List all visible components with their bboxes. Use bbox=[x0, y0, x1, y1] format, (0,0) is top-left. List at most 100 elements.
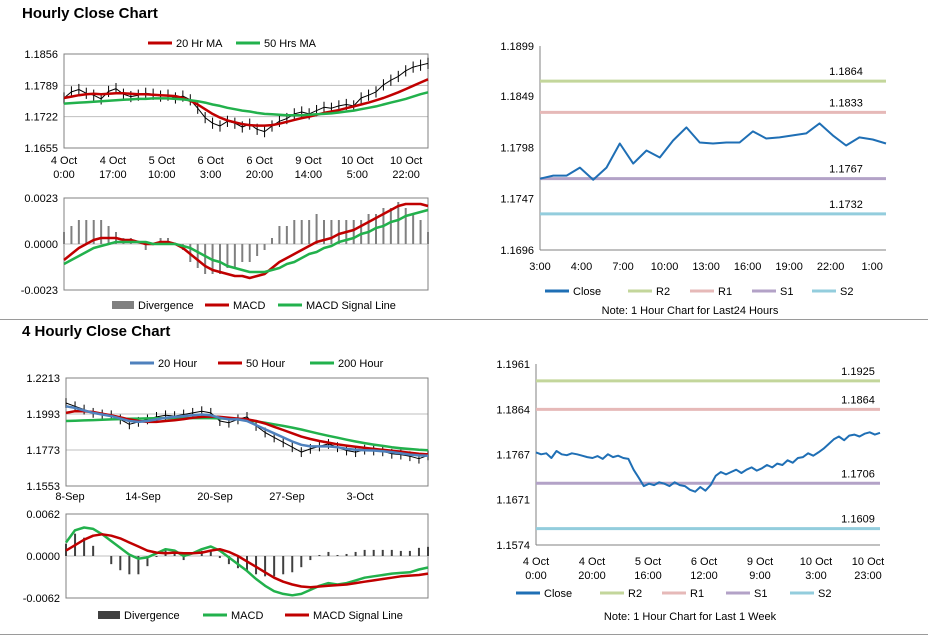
four-hourly-price-x-tick-label: 3-Oct bbox=[347, 491, 374, 503]
four-hourly-price-x-tick-label: 27-Sep bbox=[269, 491, 304, 503]
hourly-price-y-tick-label: 1.1722 bbox=[24, 112, 58, 124]
legend-hourly-r2-label: R2 bbox=[656, 286, 670, 298]
legend-50-hour-label: 50 Hour bbox=[246, 358, 285, 370]
hourly-levels-x-tick-label: 4:00 bbox=[571, 261, 592, 273]
hourly-price-x-tick-date: 4 Oct bbox=[100, 155, 126, 167]
hourly-price-x-tick-date: 6 Oct bbox=[197, 155, 223, 167]
four-hourly-level-r1-label: 1.1864 bbox=[841, 394, 875, 406]
hourly-section-title: Hourly Close Chart bbox=[22, 5, 158, 22]
hourly-macd-line bbox=[63, 202, 429, 280]
hourly-price-x-tick-date: 10 Oct bbox=[390, 155, 422, 167]
legend-four-hourly-macd-label: MACD bbox=[231, 610, 263, 622]
legend-hourly-divergence-label: Divergence bbox=[138, 300, 194, 312]
hourly-levels-y-tick-label: 1.1899 bbox=[500, 41, 534, 53]
four-hourly-levels-x-tick-date: 9 Oct bbox=[747, 556, 773, 568]
section-divider bbox=[0, 319, 928, 320]
hourly-levels-note: Note: 1 Hour Chart for Last24 Hours bbox=[602, 305, 779, 317]
hourly-macd-signal-line bbox=[63, 208, 429, 274]
legend-four-hourly-close-label: Close bbox=[544, 588, 572, 600]
legend-four-hourly-s2-label: S2 bbox=[818, 588, 831, 600]
hourly-macd-y-tick-label: -0.0023 bbox=[21, 285, 58, 297]
hourly-price-x-tick-time: 20:00 bbox=[246, 169, 274, 181]
legend-hourly-macd-label: MACD bbox=[233, 300, 265, 312]
hourly-price-line bbox=[63, 62, 429, 133]
legend-hourly-close-label: Close bbox=[573, 286, 601, 298]
hourly-price-x-tick-date: 5 Oct bbox=[149, 155, 175, 167]
hourly-price-y-tick-label: 1.1655 bbox=[24, 143, 58, 155]
four-hourly-level-r2-label: 1.1925 bbox=[841, 366, 875, 378]
legend-20hr-ma-label: 20 Hr MA bbox=[176, 38, 223, 50]
hourly-levels-y-tick-label: 1.1747 bbox=[500, 194, 534, 206]
four-hourly-levels-y-tick-label: 1.1574 bbox=[496, 540, 530, 552]
hourly-levels-y-tick-label: 1.1849 bbox=[500, 91, 534, 103]
four-hourly-section-title: 4 Hourly Close Chart bbox=[22, 323, 171, 340]
hourly-levels-x-tick-label: 22:00 bbox=[817, 261, 845, 273]
hourly-levels-x-tick-label: 16:00 bbox=[734, 261, 762, 273]
legend-hourly-macd-signal-label: MACD Signal Line bbox=[306, 300, 396, 312]
legend-200-hour-label: 200 Hour bbox=[338, 358, 384, 370]
hourly-price-x-tick-date: 4 Oct bbox=[51, 155, 77, 167]
hourly-price-x-tick-date: 9 Oct bbox=[295, 155, 321, 167]
hourly-levels-x-tick-label: 13:00 bbox=[692, 261, 720, 273]
legend-four-hourly-r1-label: R1 bbox=[690, 588, 704, 600]
hourly-levels-x-tick-label: 19:00 bbox=[775, 261, 803, 273]
four-hourly-level-s2-label: 1.1609 bbox=[841, 514, 875, 526]
legend-hourly-s1-label: S1 bbox=[780, 286, 793, 298]
four-hourly-levels-x-tick-date: 4 Oct bbox=[579, 556, 605, 568]
four-hourly-price-x-tick-label: 20-Sep bbox=[197, 491, 232, 503]
legend-four-hourly-divergence-label: Divergence bbox=[124, 610, 180, 622]
hourly-price-y-tick-label: 1.1789 bbox=[24, 80, 58, 92]
hourly-50hrs-ma-line bbox=[63, 91, 429, 117]
four-hourly-price-y-tick-label: 1.1993 bbox=[26, 409, 60, 421]
four-hourly-levels-x-tick-time: 20:00 bbox=[578, 570, 606, 582]
four-hourly-levels-x-tick-time: 3:00 bbox=[805, 570, 826, 582]
hourly-price-x-tick-time: 22:00 bbox=[392, 169, 420, 181]
hourly-level-s2-label: 1.1732 bbox=[829, 199, 863, 211]
four-hourly-levels-x-tick-date: 5 Oct bbox=[635, 556, 661, 568]
four-hourly-price-y-tick-label: 1.1553 bbox=[26, 481, 60, 493]
hourly-level-r2-label: 1.1864 bbox=[829, 66, 863, 78]
legend-four-hourly-r2-label: R2 bbox=[628, 588, 642, 600]
four-hourly-macd-y-tick-label: 0.0062 bbox=[26, 509, 60, 521]
hourly-price-x-tick-time: 14:00 bbox=[295, 169, 323, 181]
hourly-price-x-tick-time: 3:00 bbox=[200, 169, 221, 181]
legend-20-hour-label: 20 Hour bbox=[158, 358, 197, 370]
four-hourly-levels-x-tick-date: 10 Oct bbox=[800, 556, 832, 568]
hourly-levels-x-tick-label: 10:00 bbox=[651, 261, 679, 273]
legend-four-hourly-divergence-swatch bbox=[98, 611, 120, 619]
four-hourly-macd-signal-line bbox=[65, 533, 429, 589]
four-hourly-price-y-tick-label: 1.2213 bbox=[26, 373, 60, 385]
four-hourly-20-hour-line bbox=[65, 405, 429, 457]
hourly-level-s1-label: 1.1767 bbox=[829, 164, 863, 176]
hourly-level-r1-label: 1.1833 bbox=[829, 97, 863, 109]
hourly-price-y-tick-label: 1.1856 bbox=[24, 49, 58, 61]
hourly-levels-x-tick-label: 1:00 bbox=[861, 261, 882, 273]
hourly-levels-x-tick-label: 3:00 bbox=[529, 261, 550, 273]
four-hourly-levels-x-tick-time: 23:00 bbox=[854, 570, 882, 582]
legend-four-hourly-s1-label: S1 bbox=[754, 588, 767, 600]
hourly-price-x-tick-time: 17:00 bbox=[99, 169, 127, 181]
four-hourly-levels-y-tick-label: 1.1864 bbox=[496, 404, 530, 416]
four-hourly-level-s1-label: 1.1706 bbox=[841, 468, 875, 480]
four-hourly-levels-note: Note: 1 Hour Chart for Last 1 Week bbox=[604, 611, 777, 623]
legend-hourly-divergence-swatch bbox=[112, 301, 134, 309]
four-hourly-macd-y-tick-label: 0.0000 bbox=[26, 551, 60, 563]
hourly-macd-y-tick-label: 0.0023 bbox=[24, 193, 58, 205]
hourly-20hr-ma-line bbox=[63, 78, 429, 127]
four-hourly-price-plot-area bbox=[65, 377, 429, 487]
hourly-levels-y-tick-label: 1.1798 bbox=[500, 142, 534, 154]
legend-four-hourly-macd-signal-label: MACD Signal Line bbox=[313, 610, 403, 622]
four-hourly-levels-x-tick-time: 0:00 bbox=[525, 570, 546, 582]
four-hourly-levels-y-tick-label: 1.1671 bbox=[496, 495, 530, 507]
four-hourly-levels-y-tick-label: 1.1767 bbox=[496, 450, 530, 462]
four-hourly-macd-line bbox=[64, 526, 429, 597]
four-hourly-levels-x-tick-time: 16:00 bbox=[634, 570, 662, 582]
hourly-price-x-tick-time: 0:00 bbox=[53, 169, 74, 181]
hourly-macd-y-tick-label: 0.0000 bbox=[24, 239, 58, 251]
four-hourly-levels-x-tick-date: 10 Oct bbox=[852, 556, 884, 568]
hourly-price-x-tick-date: 6 Oct bbox=[246, 155, 272, 167]
hourly-levels-x-tick-label: 7:00 bbox=[612, 261, 633, 273]
legend-hourly-s2-label: S2 bbox=[840, 286, 853, 298]
four-hourly-price-x-tick-label: 8-Sep bbox=[55, 491, 84, 503]
